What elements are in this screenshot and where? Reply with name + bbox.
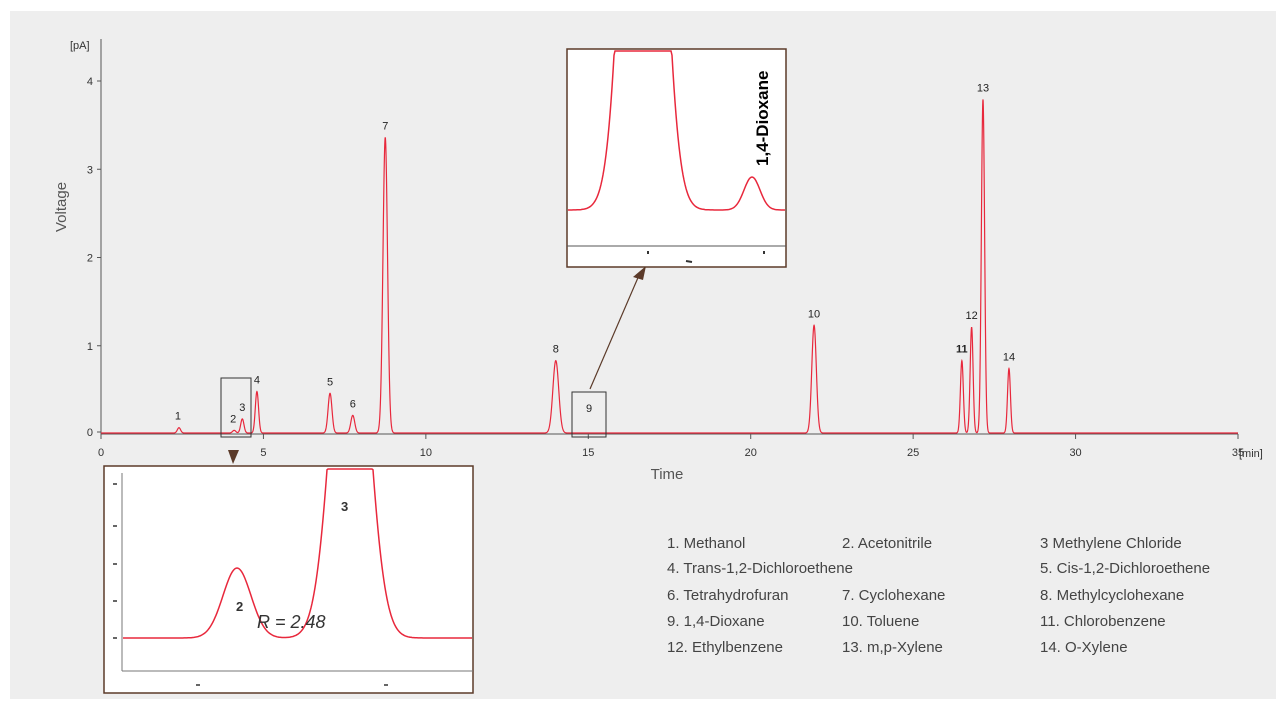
y-tick-label: 4 [87,76,93,88]
top-inset-tick-c [685,260,693,263]
legend-item: 9. 1,4-Dioxane [667,613,765,630]
x-tick-label: 20 [745,447,757,459]
y-ticks: 0 1 2 3 4 [87,76,101,439]
x-tick-label: 5 [260,447,266,459]
x-axis-title: Time [651,466,684,483]
bottom-inset-frame [103,465,474,694]
legend-item: 14. O-Xylene [1040,639,1128,656]
y-unit-label: [pA] [70,40,90,52]
peak-label-7: 7 [382,120,388,132]
peak-label-14: 14 [1003,352,1015,364]
x-tick-label: 15 [582,447,594,459]
legend-item: 3 Methylene Chloride [1040,535,1182,552]
arrow-head-top [633,266,646,280]
peak-label-11: 11 [956,344,968,356]
resolution-annotation: R = 2.48 [257,612,326,632]
peak-label-13: 13 [977,82,989,94]
legend-item: 1. Methanol [667,535,746,552]
legend-item: 12. Ethylbenzene [667,639,783,656]
x-ticks: 0 5 10 15 20 25 30 35 [98,434,1244,459]
bottom-inset-peak-label-3: 3 [341,499,348,514]
bottom-inset-peak-label-2: 2 [236,599,243,614]
x-tick-label: 25 [907,447,919,459]
peak-label-5: 5 [327,376,333,388]
x-tick-label: 35 [1232,447,1244,459]
top-inset-frame [566,48,787,268]
legend-item: 6. Tetrahydrofuran [667,587,789,604]
chromatogram-line [101,99,1238,434]
top-inset: 1,4-Dioxane [566,48,787,268]
top-inset-title: 1,4-Dioxane [753,71,772,166]
y-tick-label: 0 [87,427,93,439]
arrow-head-bottom [228,450,239,464]
peak-label-10: 10 [808,308,820,320]
peak-label-8: 8 [553,344,559,356]
legend-item: 11. Chlorobenzene [1040,613,1166,630]
legend-item: 2. Acetonitrile [842,535,933,552]
y-tick-label: 2 [87,253,93,265]
peak-label-6: 6 [350,398,356,410]
y-tick-label: 3 [87,164,93,176]
y-tick-label: 1 [87,341,93,353]
legend-item: 5. Cis-1,2-Dichloroethene [1040,560,1211,577]
peak-label-1: 1 [175,411,181,423]
legend-item: 8. Methylcyclohexane [1040,587,1185,604]
top-inset-line [568,50,785,211]
bottom-inset-line [123,468,472,639]
bottom-inset: 2 3 R = 2.48 [103,465,474,694]
legend-item: 4. Trans-1,2-Dichloroethene [667,560,853,577]
legend-item: 7. Cyclohexane [842,587,946,604]
x-tick-label: 30 [1069,447,1081,459]
peak-label-9: 9 [586,403,592,415]
peak-label-3: 3 [239,402,245,414]
zoom-box-peak-9 [571,391,607,438]
arrow-to-top-inset [589,272,641,390]
peak-label-4: 4 [254,375,260,387]
peak-label-12: 12 [965,310,977,322]
x-tick-label: 0 [98,447,104,459]
peak-label-2: 2 [230,413,236,425]
x-unit-label: [min] [1239,448,1263,460]
legend-item: 13. m,p-Xylene [842,639,943,656]
y-axis-title: Voltage [53,182,70,232]
legend-item: 10. Toluene [842,613,920,630]
x-tick-label: 10 [420,447,432,459]
zoom-box-peaks-2-3 [220,377,252,438]
